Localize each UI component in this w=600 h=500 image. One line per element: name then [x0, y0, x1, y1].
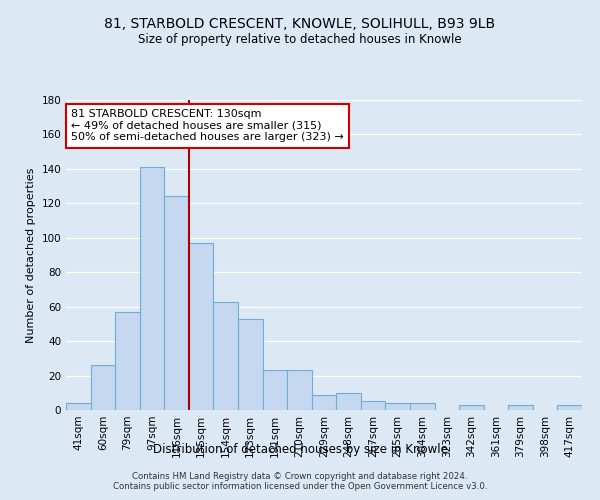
- Bar: [336, 393, 361, 410]
- Bar: [410, 403, 434, 410]
- Bar: [312, 394, 336, 410]
- Bar: [508, 405, 533, 410]
- Bar: [287, 370, 312, 410]
- Bar: [238, 318, 263, 410]
- Text: 81, STARBOLD CRESCENT, KNOWLE, SOLIHULL, B93 9LB: 81, STARBOLD CRESCENT, KNOWLE, SOLIHULL,…: [104, 18, 496, 32]
- Bar: [361, 402, 385, 410]
- Bar: [164, 196, 189, 410]
- Bar: [263, 370, 287, 410]
- Bar: [115, 312, 140, 410]
- Text: 81 STARBOLD CRESCENT: 130sqm
← 49% of detached houses are smaller (315)
50% of s: 81 STARBOLD CRESCENT: 130sqm ← 49% of de…: [71, 110, 344, 142]
- Bar: [66, 403, 91, 410]
- Text: Distribution of detached houses by size in Knowle: Distribution of detached houses by size …: [152, 442, 448, 456]
- Bar: [459, 405, 484, 410]
- Bar: [385, 403, 410, 410]
- Y-axis label: Number of detached properties: Number of detached properties: [26, 168, 36, 342]
- Bar: [140, 167, 164, 410]
- Bar: [189, 243, 214, 410]
- Bar: [91, 365, 115, 410]
- Bar: [214, 302, 238, 410]
- Text: Size of property relative to detached houses in Knowle: Size of property relative to detached ho…: [138, 32, 462, 46]
- Text: Contains HM Land Registry data © Crown copyright and database right 2024.: Contains HM Land Registry data © Crown c…: [132, 472, 468, 481]
- Text: Contains public sector information licensed under the Open Government Licence v3: Contains public sector information licen…: [113, 482, 487, 491]
- Bar: [557, 405, 582, 410]
